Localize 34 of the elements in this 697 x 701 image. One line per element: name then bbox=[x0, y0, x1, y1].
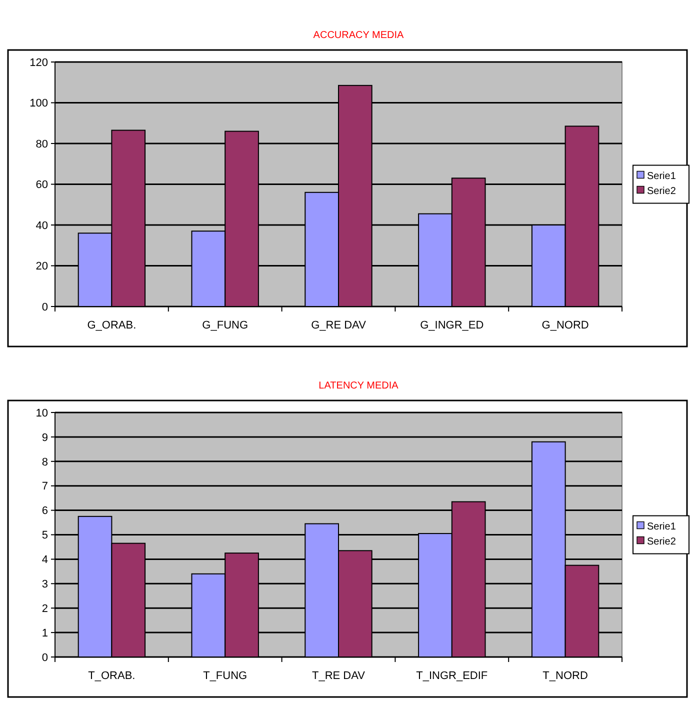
x-tick-label: G_RE DAV bbox=[311, 320, 367, 332]
y-tick-label: 10 bbox=[36, 407, 48, 420]
x-tick-label: T_INGR_EDIF bbox=[416, 670, 488, 682]
x-tick-label: G_FUNG bbox=[202, 320, 248, 332]
chart-title: ACCURACY MEDIA bbox=[313, 30, 404, 41]
x-tick-label: G_INGR_ED bbox=[420, 320, 484, 332]
legend-label: Serie2 bbox=[647, 536, 676, 548]
legend-label: Serie1 bbox=[647, 170, 676, 182]
y-tick-label: 6 bbox=[42, 505, 48, 518]
y-tick-label: 5 bbox=[42, 530, 48, 542]
y-tick-label: 100 bbox=[30, 98, 48, 110]
legend-label: Serie1 bbox=[647, 521, 676, 532]
y-tick-label: 4 bbox=[42, 554, 48, 566]
y-tick-label: 120 bbox=[30, 56, 48, 69]
x-tick-label: T_NORD bbox=[542, 670, 588, 682]
y-tick-label: 0 bbox=[42, 301, 48, 314]
x-tick-label: T_ORAB. bbox=[88, 670, 136, 682]
y-tick-label: 8 bbox=[42, 456, 48, 468]
y-tick-label: 3 bbox=[42, 578, 48, 590]
x-tick-label: T_FUNG bbox=[203, 670, 248, 682]
y-tick-label: 80 bbox=[36, 138, 48, 150]
x-tick-label: T_RE DAV bbox=[312, 670, 366, 682]
y-tick-label: 1 bbox=[42, 627, 48, 640]
legend-label: Serie2 bbox=[647, 186, 676, 197]
y-tick-label: 40 bbox=[36, 220, 48, 232]
y-tick-label: 60 bbox=[36, 179, 48, 192]
x-tick-label: G_ORAB. bbox=[87, 320, 136, 332]
y-tick-label: 7 bbox=[42, 480, 48, 493]
x-tick-label: G_NORD bbox=[542, 320, 589, 332]
y-tick-label: 2 bbox=[42, 602, 48, 615]
y-tick-label: 0 bbox=[42, 652, 48, 664]
y-tick-label: 9 bbox=[42, 432, 48, 444]
chart-title: LATENCY MEDIA bbox=[318, 380, 399, 392]
y-tick-label: 20 bbox=[36, 260, 48, 273]
